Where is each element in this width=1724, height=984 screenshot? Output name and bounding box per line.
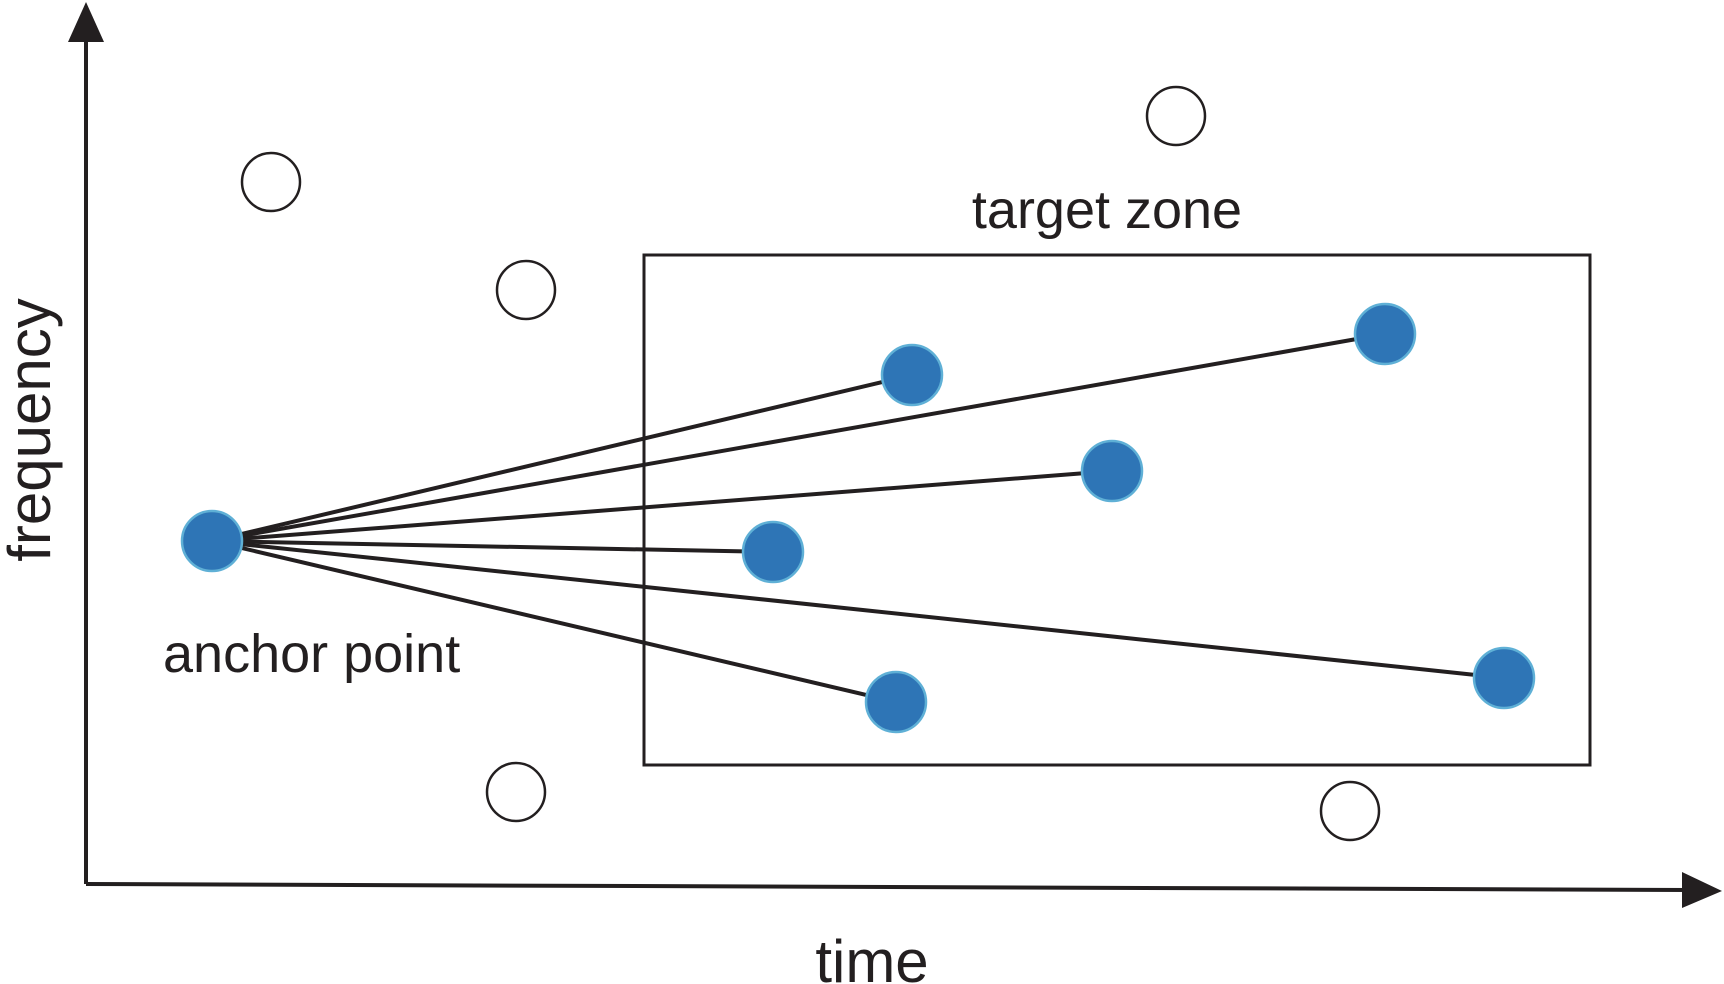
- target-peaks: [741, 302, 1536, 734]
- anchor-point-label: anchor point: [163, 624, 460, 684]
- x-axis-arrowhead: [1682, 872, 1722, 908]
- x-axis-line: [85, 882, 1691, 892]
- target-peak: [1353, 302, 1417, 366]
- pair-line: [211, 373, 913, 543]
- y-axis-arrowhead: [68, 2, 104, 42]
- pair-lines: [211, 332, 1505, 704]
- unselected-peak: [1145, 85, 1207, 147]
- unselected-peak: [485, 761, 547, 823]
- target-peak: [1472, 646, 1536, 710]
- pair-line: [211, 332, 1386, 543]
- target-peak: [880, 343, 944, 407]
- pair-line: [211, 539, 897, 704]
- target-zone-box: [642, 253, 1592, 767]
- unselected-peak: [495, 259, 557, 321]
- unselected-peaks: [240, 85, 1381, 842]
- unselected-peak: [240, 151, 302, 213]
- unselected-peak: [1319, 780, 1381, 842]
- pair-line: [211, 539, 1505, 680]
- target-peak: [1080, 439, 1144, 503]
- pair-line: [211, 469, 1113, 543]
- pair-line: [211, 539, 774, 554]
- target-peak: [864, 670, 928, 734]
- target-zone-label: target zone: [972, 180, 1242, 240]
- anchor-peak: [180, 509, 244, 573]
- target-peak: [741, 520, 805, 584]
- axes: [68, 2, 1722, 908]
- y-axis-title: frequency: [0, 298, 63, 562]
- x-axis-title: time: [815, 928, 928, 984]
